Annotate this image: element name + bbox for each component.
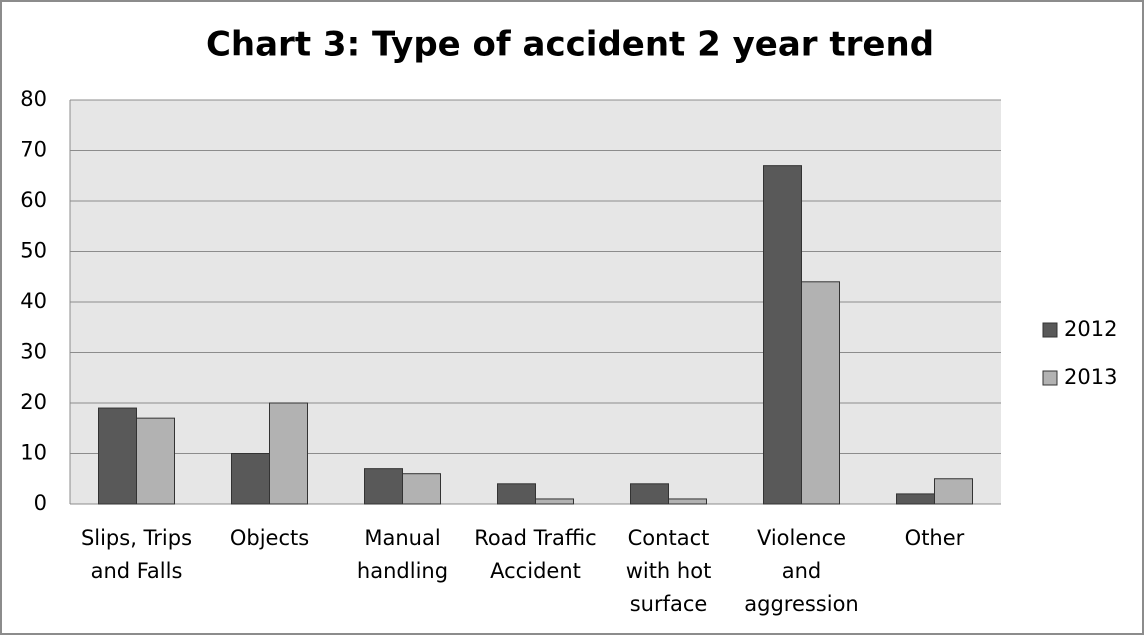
y-tick-label: 10 — [20, 441, 47, 465]
x-tick-label: Slips, Trips and Falls — [80, 526, 193, 583]
y-tick-label: 80 — [20, 87, 47, 111]
chart-title: Chart 3: Type of accident 2 year trend — [206, 25, 934, 65]
y-tick-label: 60 — [20, 188, 47, 212]
y-tick-label: 50 — [20, 239, 47, 263]
legend-swatch — [1042, 370, 1058, 386]
bar — [269, 402, 308, 505]
legend-label: 2012 — [1064, 317, 1117, 341]
x-tick-label: Manual handling — [356, 526, 449, 583]
bar — [136, 417, 175, 505]
legend-swatch — [1042, 322, 1058, 338]
bar — [231, 453, 270, 505]
legend-label: 2013 — [1064, 365, 1117, 389]
bar — [402, 473, 441, 505]
bar — [497, 483, 536, 505]
bar — [801, 281, 840, 505]
bar — [763, 165, 802, 505]
x-tick-label: Contact with hot surface — [625, 526, 712, 616]
bar — [630, 483, 669, 505]
y-tick-label: 40 — [20, 289, 47, 313]
x-tick-label: Road Traffic Accident — [474, 526, 597, 583]
bar — [364, 468, 403, 505]
x-tick-label: Objects — [229, 526, 310, 550]
x-tick-label: Other — [904, 526, 965, 550]
y-tick-label: 0 — [34, 491, 47, 515]
bar — [98, 407, 137, 505]
y-tick-label: 20 — [20, 390, 47, 414]
y-tick-label: 70 — [20, 138, 47, 162]
bar — [668, 498, 707, 505]
bar — [934, 478, 973, 505]
bar — [535, 498, 574, 505]
bar — [896, 493, 935, 505]
y-tick-label: 30 — [20, 340, 47, 364]
x-tick-label: Violence and aggression — [744, 526, 859, 616]
